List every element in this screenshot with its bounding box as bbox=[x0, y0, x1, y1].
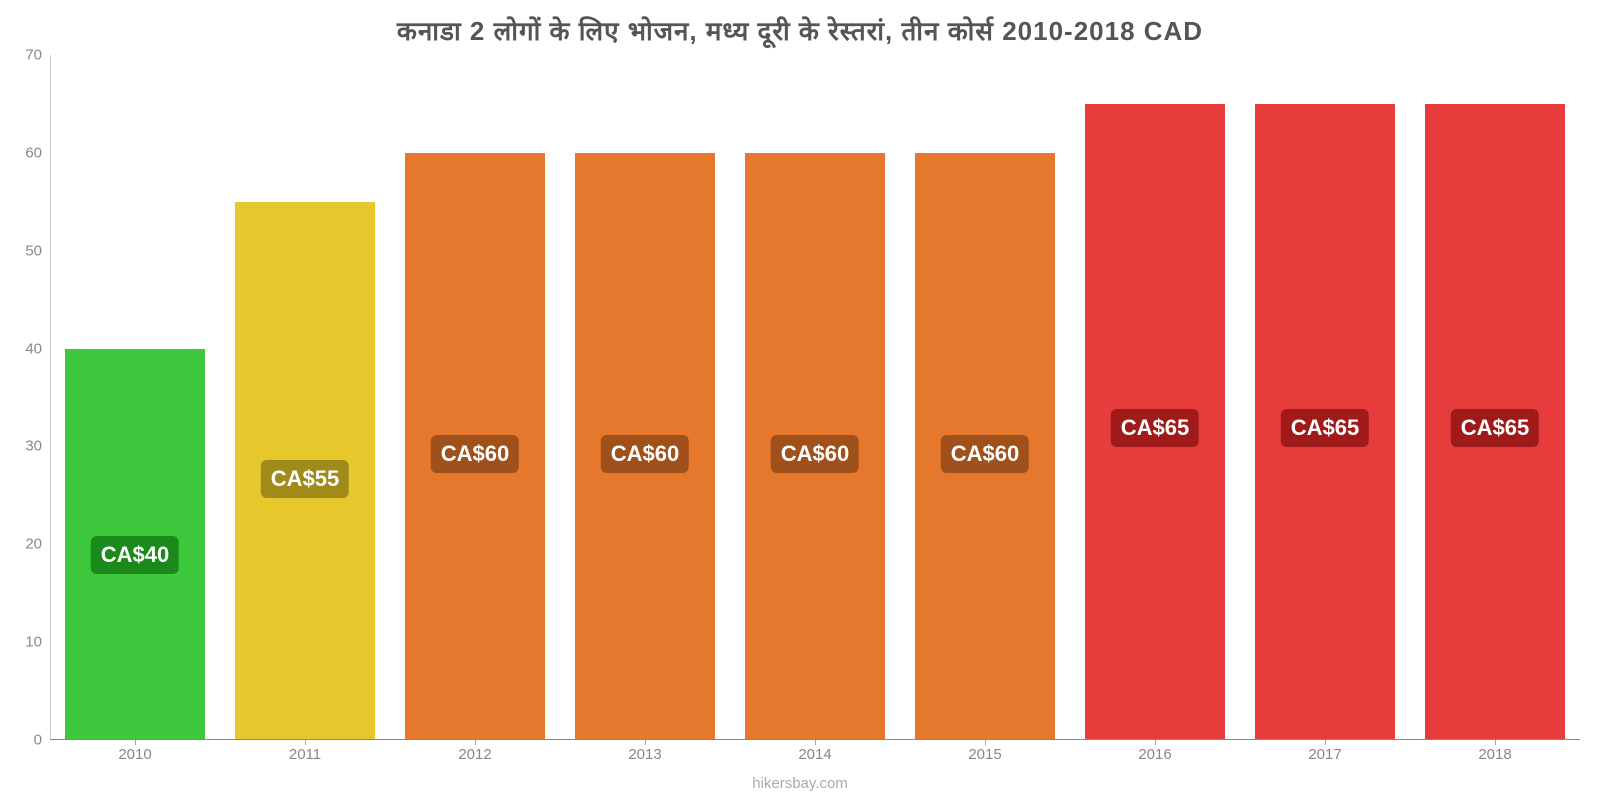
bars-group: CA$40 CA$55 CA$60 CA$60 CA$60 CA$60 CA$65 CA$65… bbox=[50, 55, 1580, 740]
bar-value-label: CA$40 bbox=[91, 536, 179, 574]
bar-value-label: CA$65 bbox=[1111, 409, 1199, 447]
bar-value-label: CA$60 bbox=[771, 435, 859, 473]
bar: CA$65 bbox=[1425, 104, 1564, 740]
x-tick-label: 2017 bbox=[1308, 746, 1341, 763]
x-tick-label: 2010 bbox=[118, 746, 151, 763]
y-tick-label: 0 bbox=[34, 732, 42, 749]
x-tick-label: 2011 bbox=[289, 746, 321, 763]
y-tick-label: 70 bbox=[25, 47, 42, 64]
chart-title: कनाडा 2 लोगों के लिए भोजन, मध्य दूरी के … bbox=[0, 0, 1600, 48]
x-tick-label: 2015 bbox=[968, 746, 1001, 763]
x-tick-mark bbox=[135, 740, 136, 745]
bar: CA$65 bbox=[1255, 104, 1394, 740]
bar-value-label: CA$60 bbox=[601, 435, 689, 473]
chart-container: कनाडा 2 लोगों के लिए भोजन, मध्य दूरी के … bbox=[0, 0, 1600, 800]
bar-value-label: CA$55 bbox=[261, 460, 349, 498]
source-label: hikersbay.com bbox=[752, 775, 848, 792]
plot-area: CA$40 CA$55 CA$60 CA$60 CA$60 CA$60 CA$65 CA$65… bbox=[50, 55, 1580, 740]
bar-value-label: CA$60 bbox=[941, 435, 1029, 473]
y-tick-label: 10 bbox=[25, 634, 42, 651]
bar-value-label: CA$60 bbox=[431, 435, 519, 473]
bar-value-label: CA$65 bbox=[1281, 409, 1369, 447]
x-tick-label: 2013 bbox=[628, 746, 661, 763]
x-tick-label: 2014 bbox=[798, 746, 831, 763]
y-tick-label: 60 bbox=[25, 144, 42, 161]
y-tick-label: 20 bbox=[25, 536, 42, 553]
x-tick-mark bbox=[985, 740, 986, 745]
y-tick-label: 30 bbox=[25, 438, 42, 455]
bar: CA$60 bbox=[575, 153, 714, 740]
x-tick-label: 2012 bbox=[458, 746, 491, 763]
x-tick-mark bbox=[815, 740, 816, 745]
y-axis: 010203040506070 bbox=[0, 55, 50, 740]
bar: CA$60 bbox=[745, 153, 884, 740]
x-tick-mark bbox=[305, 740, 306, 745]
bar: CA$55 bbox=[235, 202, 374, 740]
y-tick-label: 40 bbox=[25, 340, 42, 357]
bar-value-label: CA$65 bbox=[1451, 409, 1539, 447]
x-tick-mark bbox=[475, 740, 476, 745]
bar: CA$60 bbox=[915, 153, 1054, 740]
y-tick-label: 50 bbox=[25, 242, 42, 259]
bar: CA$65 bbox=[1085, 104, 1224, 740]
x-tick-mark bbox=[1155, 740, 1156, 745]
bar: CA$40 bbox=[65, 349, 204, 740]
x-tick-label: 2016 bbox=[1138, 746, 1171, 763]
x-tick-mark bbox=[645, 740, 646, 745]
x-tick-label: 2018 bbox=[1478, 746, 1511, 763]
x-tick-mark bbox=[1325, 740, 1326, 745]
x-tick-mark bbox=[1495, 740, 1496, 745]
bar: CA$60 bbox=[405, 153, 544, 740]
